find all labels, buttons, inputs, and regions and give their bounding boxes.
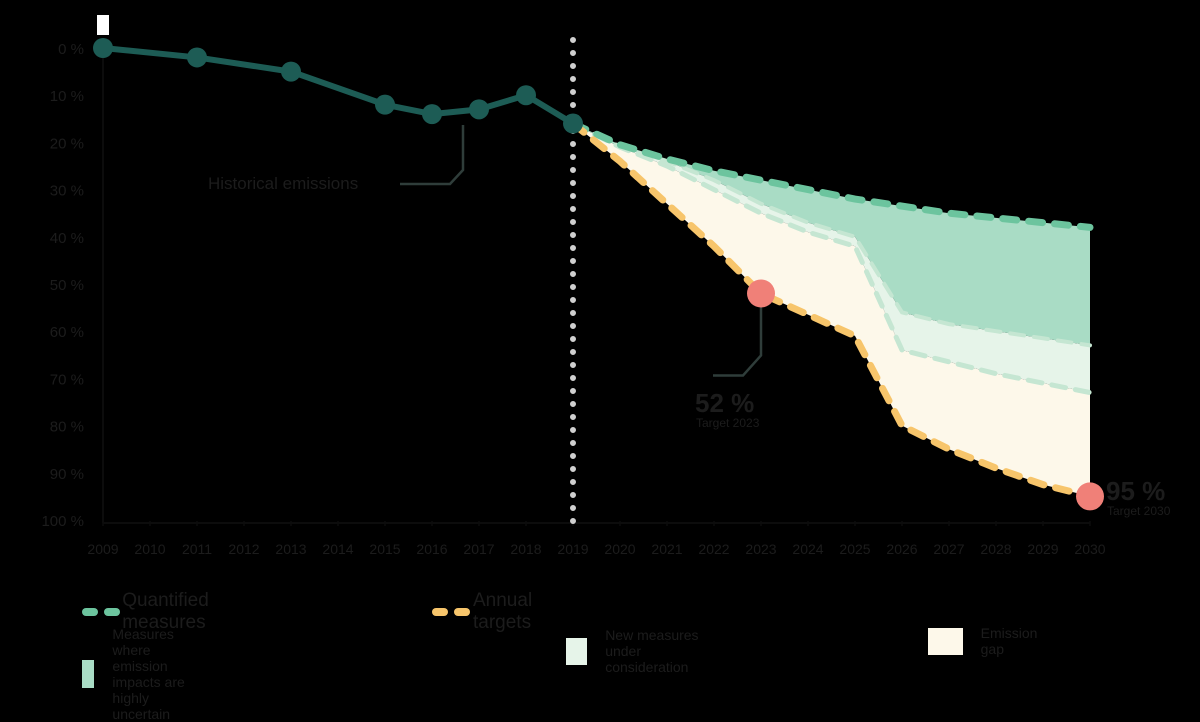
target-2030-label: Target 2030 bbox=[1107, 504, 1171, 518]
historical-emissions-line bbox=[102, 45, 575, 127]
y-tick-label: 100 % bbox=[41, 513, 84, 530]
x-tick-label: 2018 bbox=[510, 541, 541, 557]
new-measures-line bbox=[570, 121, 1093, 396]
legend-label: Annual targets bbox=[473, 590, 533, 633]
uncertain-swatch bbox=[82, 660, 95, 688]
y-tick-label: 50 % bbox=[50, 277, 84, 294]
y-tick-label: 70 % bbox=[50, 371, 84, 388]
emissions-chart: 0 % 10 % 20 % 30 % 40 % 50 % 60 % 70 % 80 % 90 % 1… bbox=[41, 15, 1171, 557]
x-tick-label: 2019 bbox=[557, 541, 588, 557]
y-tick-label: 30 % bbox=[50, 183, 84, 200]
x-tick-label: 2028 bbox=[980, 541, 1011, 557]
legend-quantified: Quantified measures bbox=[82, 590, 225, 634]
historical-point bbox=[469, 99, 489, 120]
green-dash-icon bbox=[82, 608, 120, 616]
target-2030-value: 95 % bbox=[1106, 476, 1165, 506]
orange-dash-icon bbox=[432, 608, 470, 616]
x-tick-label: 2025 bbox=[839, 541, 870, 557]
legend-label: New measures under consideration bbox=[605, 627, 699, 675]
x-tick-label: 2012 bbox=[228, 541, 259, 557]
y-tick-label: 0 % bbox=[58, 41, 84, 58]
target-2023-label: Target 2023 bbox=[696, 416, 760, 430]
quantified-measures-line bbox=[569, 120, 1094, 231]
legend-new-measures: New measures under consideration bbox=[566, 627, 711, 675]
new-measures-area bbox=[573, 123, 1090, 393]
historical-point bbox=[422, 104, 442, 125]
x-tick-label: 2021 bbox=[651, 541, 682, 557]
y-tick-label: 40 % bbox=[50, 230, 84, 247]
target-2023-leader-line bbox=[713, 305, 763, 377]
target-2023-value: 52 % bbox=[695, 388, 754, 418]
uncertain-measures-area bbox=[573, 123, 1090, 346]
legend-uncertain: Measures where emission impacts are high… bbox=[82, 626, 206, 722]
x-tick-label: 2014 bbox=[322, 541, 353, 557]
y-tick-label: 20 % bbox=[50, 135, 84, 152]
x-tick-label: 2009 bbox=[87, 541, 118, 557]
x-tick-label: 2017 bbox=[463, 541, 494, 557]
x-tick-label: 2022 bbox=[698, 541, 729, 557]
new-measures-swatch bbox=[566, 637, 588, 665]
target-marker bbox=[1076, 482, 1104, 511]
legend-label: Measures where emission impacts are high… bbox=[112, 626, 185, 722]
historical-point bbox=[375, 94, 395, 115]
y-tick-label: 90 % bbox=[50, 466, 84, 483]
historical-point bbox=[187, 47, 207, 68]
x-tick-label: 2015 bbox=[369, 541, 400, 557]
x-tick-label: 2010 bbox=[134, 541, 165, 557]
target-marker bbox=[747, 279, 775, 308]
y-tick-label: 60 % bbox=[50, 324, 84, 341]
legend-label: Emission gap bbox=[980, 625, 1038, 657]
historical-point bbox=[281, 61, 301, 82]
emission-gap-swatch bbox=[928, 627, 963, 655]
x-tick-label: 2029 bbox=[1027, 541, 1058, 557]
y-tick-label: 10 % bbox=[50, 88, 84, 105]
x-tick-label: 2023 bbox=[745, 541, 776, 557]
x-tick-label: 2020 bbox=[604, 541, 635, 557]
legend-label: Quantified measures bbox=[122, 590, 209, 633]
top-marker bbox=[97, 15, 109, 35]
historical-point bbox=[516, 85, 536, 106]
legend-emission-gap: Emission gap bbox=[928, 625, 1047, 657]
historical-point bbox=[93, 38, 113, 58]
x-tick-label: 2016 bbox=[416, 541, 447, 557]
x-tick-label: 2027 bbox=[933, 541, 964, 557]
y-tick-label: 80 % bbox=[50, 419, 84, 436]
historical-emissions-label: Historical emissions bbox=[208, 174, 358, 193]
annual-targets-line bbox=[569, 120, 1094, 500]
x-tick-label: 2030 bbox=[1074, 541, 1105, 557]
x-tick-label: 2024 bbox=[792, 541, 823, 557]
x-tick-label: 2011 bbox=[182, 541, 212, 557]
historical-point bbox=[563, 113, 583, 134]
historical-leader-line bbox=[400, 125, 465, 186]
x-tick-label: 2013 bbox=[275, 541, 306, 557]
emission-gap-area bbox=[573, 123, 1090, 497]
legend-targets: Annual targets bbox=[432, 590, 547, 634]
x-tick-label: 2026 bbox=[886, 541, 917, 557]
